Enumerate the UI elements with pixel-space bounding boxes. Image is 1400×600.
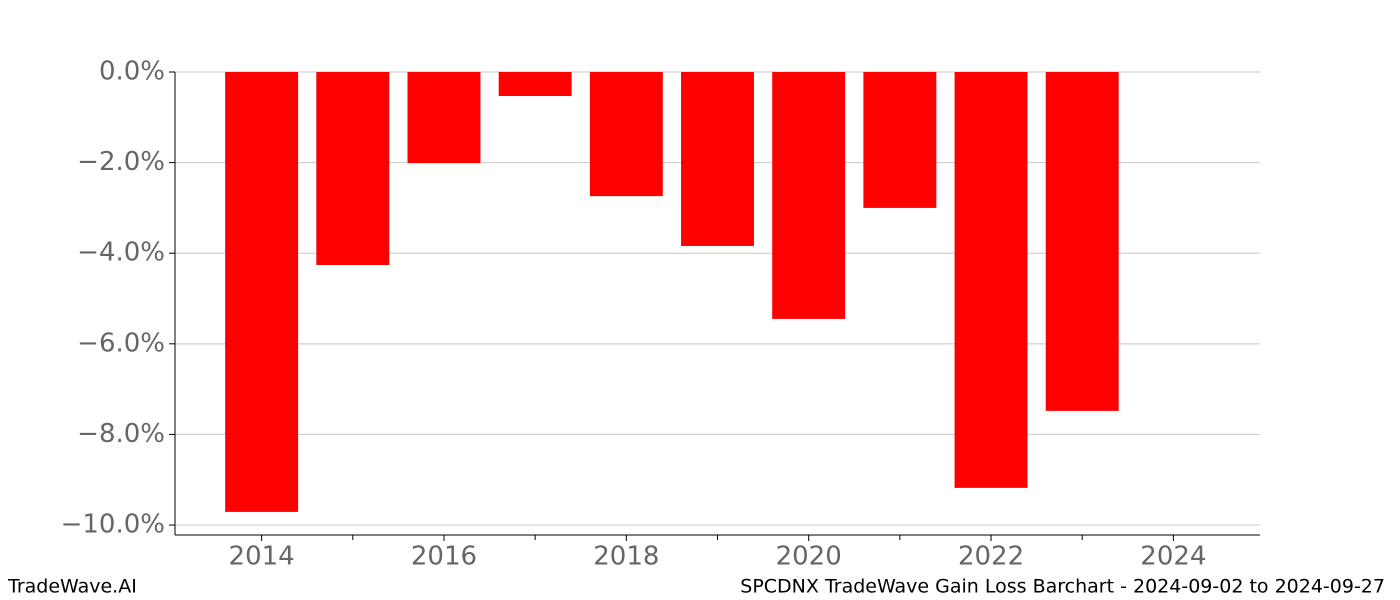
- x-tick-label: 2014: [229, 542, 295, 572]
- y-tick-label: −2.0%: [77, 147, 165, 177]
- x-tick-label: 2024: [1140, 542, 1206, 572]
- watermark: TradeWave.AI: [7, 576, 137, 598]
- y-tick-label: 0.0%: [99, 57, 165, 87]
- chart-title: SPCDNX TradeWave Gain Loss Barchart - 20…: [740, 576, 1385, 598]
- bar: [589, 72, 663, 197]
- y-tick-label: −8.0%: [77, 419, 165, 449]
- y-tick-label: −6.0%: [77, 328, 165, 358]
- x-tick-label: 2016: [411, 542, 477, 572]
- x-tick-label: 2020: [776, 542, 842, 572]
- bar: [1045, 72, 1119, 411]
- bar: [316, 72, 390, 265]
- y-tick-label: −4.0%: [77, 238, 165, 268]
- bar: [407, 72, 481, 164]
- bar: [225, 72, 299, 512]
- x-tick-label: 2018: [593, 542, 659, 572]
- bar: [954, 72, 1028, 488]
- bar: [498, 72, 572, 97]
- y-tick-label: −10.0%: [61, 510, 165, 540]
- bar: [681, 72, 754, 246]
- bar: [863, 72, 937, 208]
- x-tick-label: 2022: [958, 542, 1024, 572]
- bar: [772, 72, 846, 319]
